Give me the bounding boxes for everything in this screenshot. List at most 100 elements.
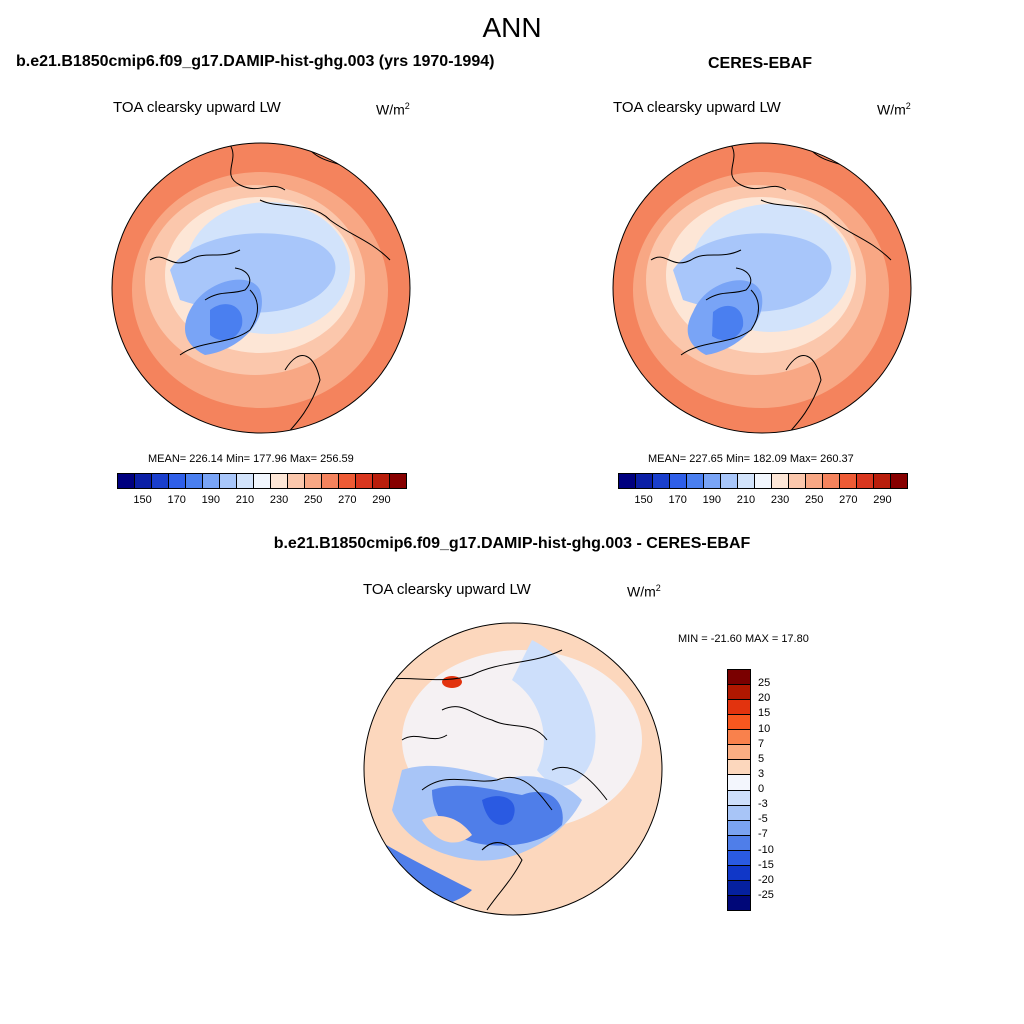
panel-1-colorbar-box xyxy=(202,474,219,488)
panel-2-colorbar-box xyxy=(890,474,907,488)
panel-3-colorbar-tick-label: 7 xyxy=(758,737,765,750)
panel-3-colorbar-tick-label: 0 xyxy=(758,783,765,795)
panel-2-variable-label: TOA clearsky upward LW xyxy=(613,99,781,116)
panel-1-colorbar xyxy=(117,473,407,489)
panel-2-colorbar-tick-label: 250 xyxy=(804,494,824,506)
panel-2-colorbar-box xyxy=(805,474,822,488)
panel-2-units-text: W/m xyxy=(877,101,906,118)
panel-3-colorbar-box xyxy=(728,714,750,730)
panel-1-colorbar-tick-label: 150 xyxy=(133,494,152,506)
panel-1-colorbar-boxes xyxy=(117,473,407,489)
panel-2-title: CERES-EBAF xyxy=(708,55,813,72)
panel-1-stats: MEAN= 226.14 Min= 177.96 Max= 256.59 xyxy=(148,453,354,465)
panel-2-colorbar-box xyxy=(822,474,839,488)
panel-1-colorbar-box xyxy=(134,474,151,488)
panel-3-polar-map xyxy=(363,622,663,916)
panel-3-colorbar-tick-label: 25 xyxy=(758,677,771,690)
panel-3-colorbar-tick-label: -3 xyxy=(758,798,768,811)
panel-3-colorbar-box xyxy=(728,699,750,715)
panel-3-field-siberia-neg xyxy=(512,640,596,786)
panel-2-colorbar-box xyxy=(873,474,890,488)
panel-1-colorbar-box xyxy=(118,474,134,488)
panel-1-colorbar-box xyxy=(253,474,270,488)
panel-3-coastlines xyxy=(381,649,608,911)
panel-1-colorbar-box xyxy=(185,474,202,488)
panel-3-colorbar-tick-label: 20 xyxy=(758,692,771,705)
panel-1-colorbar-box xyxy=(287,474,304,488)
panel-3-colorbar-tick-label: -7 xyxy=(758,828,768,841)
panel-1-coastlines xyxy=(149,144,391,433)
panel-1-units-label: W/m2 xyxy=(376,101,410,118)
panel-1-colorbar-box xyxy=(355,474,372,488)
panel-1-colorbar-box xyxy=(321,474,338,488)
panel-2-colorbar-box xyxy=(720,474,737,488)
panel-3-colorbar-box xyxy=(728,804,750,820)
panel-1-colorbar-labels: 150 170 190 210 230 250 270 290 xyxy=(117,494,407,508)
panel-3-units-exponent: 2 xyxy=(655,583,661,593)
panel-3-field-strong-neg xyxy=(482,796,515,825)
panel-2-colorbar-box xyxy=(686,474,703,488)
panel-3-colorbar-labels: 25 20 15 10 7 5 3 0 -3 -5 -7 -10 -15 -20 -25 xyxy=(758,669,808,911)
panel-1-units-text: W/m xyxy=(376,101,405,118)
panel-2-colorbar-box xyxy=(619,474,635,488)
panel-3-colorbar-box xyxy=(728,684,750,700)
panel-3-colorbar-tick-label: -10 xyxy=(758,843,774,856)
panel-1-colorbar-tick-label: 290 xyxy=(372,494,391,506)
panel-3-colorbar-box xyxy=(728,670,750,685)
panel-1-colorbar-tick-label: 250 xyxy=(303,494,323,506)
panel-3-colorbar-box xyxy=(728,744,750,760)
panel-2-colorbar-box xyxy=(856,474,873,488)
panel-1-colorbar-box xyxy=(236,474,253,488)
panel-1-colorbar-tick-label: 210 xyxy=(235,494,255,506)
panel-1-colorbar-tick-label: 170 xyxy=(167,494,186,506)
panel-1-colorbar-tick-label: 270 xyxy=(338,494,357,506)
panel-2-colorbar-box xyxy=(771,474,788,488)
panel-3-colorbar-tick-label: -20 xyxy=(758,873,774,886)
panel-2-colorbar-box xyxy=(703,474,720,488)
panel-2-colorbar-box xyxy=(737,474,754,488)
panel-2-colorbar-tick-label: 230 xyxy=(770,494,790,506)
panel-3-colorbar-box xyxy=(728,774,750,790)
panel-2-colorbar-tick-label: 290 xyxy=(873,494,892,506)
panel-1-colorbar-box xyxy=(338,474,355,488)
panel-3-colorbar-box xyxy=(728,789,750,805)
panel-2-colorbar-box xyxy=(788,474,805,488)
panel-3-colorbar xyxy=(727,669,751,911)
panel-2-colorbar-tick-label: 210 xyxy=(736,494,756,506)
panel-1-colorbar-box xyxy=(151,474,168,488)
panel-2-map-border xyxy=(612,142,912,434)
panel-3-field-warm-spot xyxy=(422,815,472,843)
panel-1-variable-label: TOA clearsky upward LW xyxy=(113,99,281,116)
panel-3-colorbar-box xyxy=(728,879,750,895)
panel-1-title: b.e21.B1850cmip6.f09_g17.DAMIP-hist-ghg.… xyxy=(16,53,495,70)
panel-2-colorbar-tick-label: 170 xyxy=(668,494,687,506)
panel-1-colorbar-box xyxy=(389,474,406,488)
panel-3-colorbar-tick-label: 15 xyxy=(758,707,771,720)
panel-1-map-border xyxy=(111,142,411,434)
panel-1-colorbar-box xyxy=(304,474,321,488)
panel-2-units-label: W/m2 xyxy=(877,101,911,118)
panel-2-units-exponent: 2 xyxy=(905,101,911,111)
panel-3-colorbar-box xyxy=(728,819,750,835)
panel-2-field-greenland-min xyxy=(712,305,744,341)
panel-2-colorbar xyxy=(618,473,908,489)
panel-3-colorbar-tick-label: 3 xyxy=(758,767,765,780)
panel-3-units-label: W/m2 xyxy=(627,583,661,600)
panel-3-map-border xyxy=(363,622,663,916)
panel-3-variable-label: TOA clearsky upward LW xyxy=(363,581,531,598)
panel-1-colorbar-tick-label: 190 xyxy=(201,494,220,506)
panel-2-colorbar-box xyxy=(652,474,669,488)
panel-1-colorbar-box xyxy=(270,474,287,488)
panel-2-colorbar-box xyxy=(669,474,686,488)
panel-3-stats: MIN = -21.60 MAX = 17.80 xyxy=(678,633,809,645)
panel-2-coastlines xyxy=(650,144,892,433)
panel-1-colorbar-tick-label: 230 xyxy=(269,494,289,506)
panel-2-colorbar-tick-label: 270 xyxy=(839,494,858,506)
panel-3-colorbar-tick-label: -15 xyxy=(758,858,774,871)
panel-2-colorbar-box xyxy=(839,474,856,488)
panel-3-colorbar-box xyxy=(728,864,750,880)
panel-1-polar-map xyxy=(111,142,411,434)
panel-3-colorbar-tick-label: -25 xyxy=(758,888,774,901)
panel-1-colorbar-box xyxy=(219,474,236,488)
panel-3-colorbar-box xyxy=(728,894,750,910)
